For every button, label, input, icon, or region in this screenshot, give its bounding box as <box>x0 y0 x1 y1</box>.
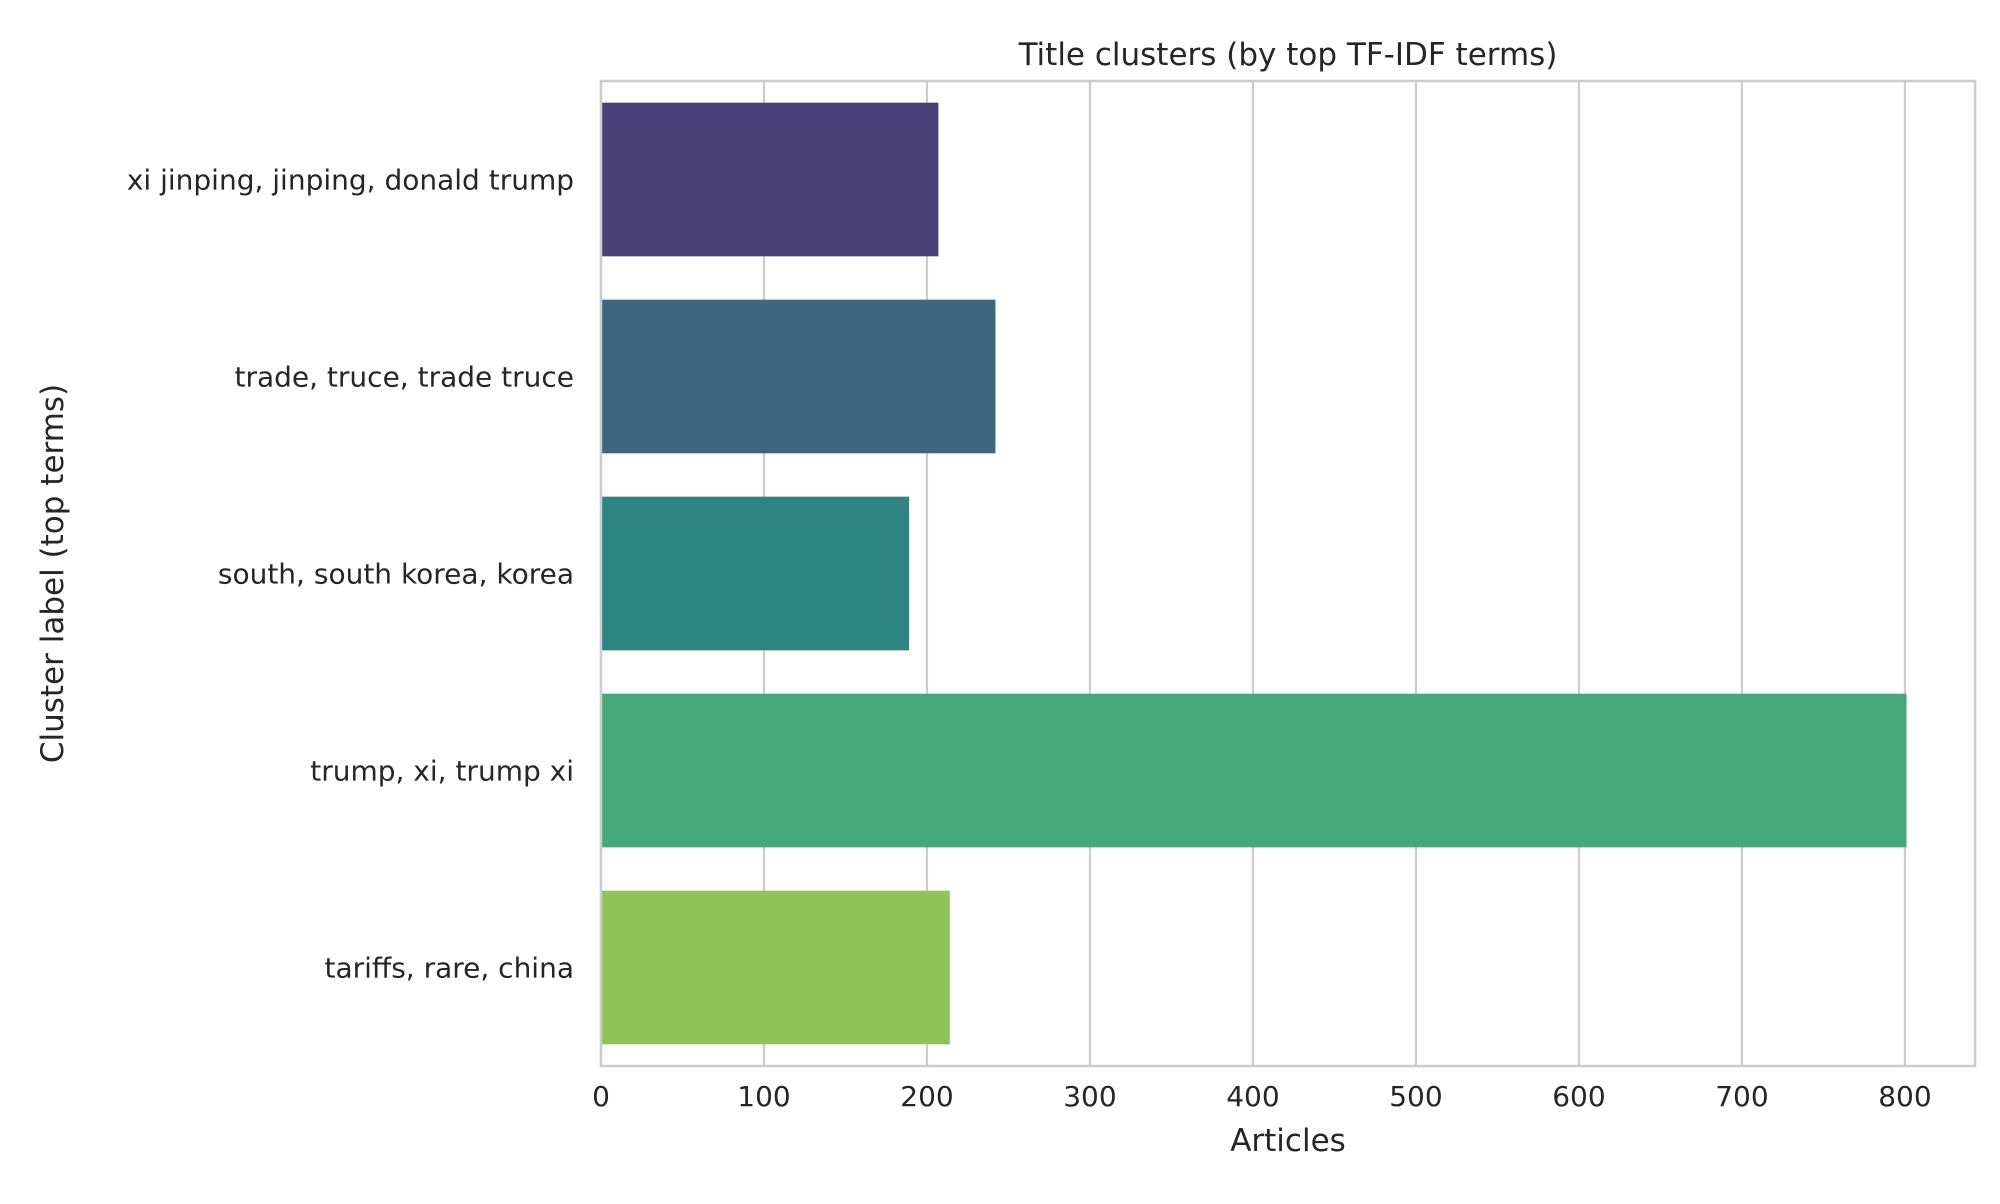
y-tick-label: xi jinping, jinping, donald trump <box>127 164 574 197</box>
x-tick-label: 800 <box>1878 1080 1931 1113</box>
bar <box>601 693 1907 848</box>
y-axis-label: Cluster label (top terms) <box>35 384 71 763</box>
y-tick-label: trade, truce, trade truce <box>234 361 574 394</box>
plot-frame <box>599 79 1977 1068</box>
x-tick-label: 200 <box>900 1080 953 1113</box>
x-axis-label: Articles <box>1230 1123 1346 1159</box>
y-tick-label: tariffs, rare, china <box>324 952 574 985</box>
bar <box>601 496 910 651</box>
x-tick-label: 500 <box>1389 1080 1442 1113</box>
y-tick-label: trump, xi, trump xi <box>310 755 574 788</box>
bar <box>601 890 950 1045</box>
x-tick-label: 600 <box>1552 1080 1605 1113</box>
bar <box>601 299 996 454</box>
x-tick-labels: 0 100 200 300 400 500 600 700 800 <box>592 1080 1932 1113</box>
x-tick-label: 700 <box>1715 1080 1768 1113</box>
bar <box>601 102 939 257</box>
x-tick-label: 300 <box>1063 1080 1116 1113</box>
x-tick-label: 0 <box>592 1080 610 1113</box>
y-tick-label: south, south korea, korea <box>218 558 574 591</box>
bars <box>601 102 1907 1045</box>
x-tick-label: 400 <box>1226 1080 1279 1113</box>
chart-title: Title clusters (by top TF-IDF terms) <box>1018 37 1558 73</box>
y-tick-labels: xi jinping, jinping, donald trump trade, … <box>127 164 574 985</box>
x-tick-label: 100 <box>737 1080 790 1113</box>
